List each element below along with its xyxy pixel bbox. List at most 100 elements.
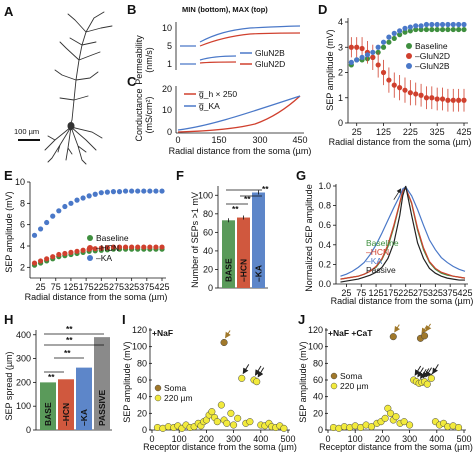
data-point — [230, 421, 238, 429]
bar-label: BASE — [43, 402, 53, 426]
panel-j-ytick: 20 — [313, 408, 323, 418]
panel-j-ytick: 0 — [318, 425, 323, 435]
annotation-arrow — [393, 188, 402, 200]
panel-j-ylabel: SEP amplitude (mV) — [298, 341, 308, 422]
panel-g-xtick: 375 — [443, 288, 458, 298]
data-point — [220, 338, 228, 347]
data-point — [234, 414, 242, 422]
sig-marker: ** — [66, 335, 73, 345]
panel-g-ytick: 0.8 — [318, 201, 331, 211]
panel-g-xtick: 425 — [457, 288, 472, 298]
legend-marker-gluN2D — [406, 53, 412, 59]
data-point — [86, 193, 92, 199]
panel-j-ytick: 120 — [308, 325, 323, 335]
data-point — [62, 203, 68, 210]
panel-e-ytick: 10 — [15, 177, 25, 187]
data-point — [387, 409, 395, 417]
data-point — [116, 189, 123, 195]
data-point — [44, 219, 50, 226]
legend-passive: Passive — [366, 265, 396, 275]
annotation-arrow — [242, 364, 250, 375]
data-point — [386, 39, 392, 45]
bar — [252, 192, 265, 288]
legend-marker-220um — [330, 382, 338, 390]
data-point — [455, 423, 463, 432]
data-point — [461, 97, 467, 103]
legend-marker-gluN2B — [406, 63, 412, 69]
neuron-morphology-drawing — [44, 11, 113, 165]
data-point — [423, 95, 430, 101]
legend-marker-220um — [154, 394, 162, 402]
gluN2D-min-curve — [199, 61, 237, 64]
panel-d-xticks: 25 125 225 325 425 — [352, 123, 472, 137]
panel-b-ytick: 1 — [167, 59, 172, 69]
sig-marker: ** — [244, 194, 251, 204]
legend-baseline: Baseline — [366, 238, 399, 248]
panel-h-ytick: 0 — [26, 425, 31, 435]
panel-h-ytick: 400 — [16, 330, 31, 340]
data-point — [418, 92, 424, 98]
data-point — [381, 414, 389, 422]
panel-d: D SEP amplitude (mV) 0 1 2 3 4 25 125 225 325 42… — [318, 2, 472, 147]
panel-i-xtick: 0 — [149, 434, 154, 444]
data-point — [439, 21, 446, 28]
data-point — [418, 26, 424, 33]
data-point — [421, 332, 429, 340]
panel-b: B MIN (bottom), MAX (top) Permeability (… — [127, 2, 301, 85]
neuron-soma — [67, 122, 75, 130]
panel-f-yticks: 0 20 40 60 80 100 — [198, 190, 218, 293]
panel-g-ytick: 0.0 — [318, 279, 331, 289]
panel-h-ytick: 200 — [16, 377, 31, 387]
panel-g-xtick: 125 — [369, 288, 384, 298]
panel-g-lines — [340, 185, 466, 283]
panel-i-xtick: 500 — [280, 434, 295, 444]
data-point — [213, 418, 221, 426]
data-point — [391, 35, 397, 42]
data-point — [62, 250, 68, 257]
panel-d-xtick: 425 — [456, 127, 471, 137]
data-point — [370, 49, 376, 55]
panel-d-xtick: 125 — [376, 127, 391, 137]
panel-i-ytick: 40 — [137, 392, 147, 402]
data-point — [80, 247, 86, 253]
panel-e-xtick: 375 — [139, 282, 154, 292]
scale-bar-label: 100 µm — [14, 127, 39, 136]
data-point — [37, 258, 44, 264]
data-point — [375, 44, 381, 50]
panel-j-xtick: 500 — [456, 434, 471, 444]
legend-baseline: Baseline — [415, 41, 448, 51]
data-point — [359, 54, 365, 60]
data-point — [391, 30, 397, 36]
sig-marker: ** — [232, 204, 239, 214]
annotation-arrow — [432, 364, 439, 375]
legend-minus-hcn: –HCN — [366, 247, 389, 257]
panel-e-xticks: 25 75 125 175 225 275 325 375 425 — [36, 278, 170, 292]
panel-h-yticks: 0 100 200 300 400 — [16, 330, 36, 435]
data-point — [92, 191, 98, 197]
data-point — [380, 39, 387, 45]
panel-j-yticks: 0 20 40 60 80 100 120 — [308, 325, 328, 435]
panel-e-xtick: 125 — [63, 282, 78, 292]
panel-d-yticks: 0 1 2 3 4 — [338, 17, 348, 128]
data-point — [104, 189, 110, 195]
panel-j-ytick: 40 — [313, 392, 323, 402]
data-point — [413, 91, 419, 97]
panel-j-label: J — [298, 312, 305, 327]
data-point — [392, 413, 400, 421]
panel-c-ytick: 0 — [167, 127, 172, 137]
panel-c-xtick: 450 — [292, 135, 307, 145]
panel-i-xticks: 0 100 200 300 400 500 — [149, 430, 296, 444]
legend-220um: 220 µm — [340, 381, 369, 391]
legend-marker-hcn — [87, 245, 93, 251]
panel-g-xtick: 275 — [413, 288, 428, 298]
data-point — [389, 333, 397, 341]
panel-e-ytick: 6 — [20, 220, 25, 230]
data-point — [74, 197, 80, 203]
data-point — [354, 57, 360, 63]
panel-f-ytick: 40 — [203, 246, 213, 256]
data-point — [429, 26, 435, 33]
panel-f-ytick: 60 — [203, 227, 213, 237]
annotation-arrow — [421, 326, 428, 335]
legend-220um: 220 µm — [164, 393, 193, 403]
data-point — [354, 44, 360, 50]
